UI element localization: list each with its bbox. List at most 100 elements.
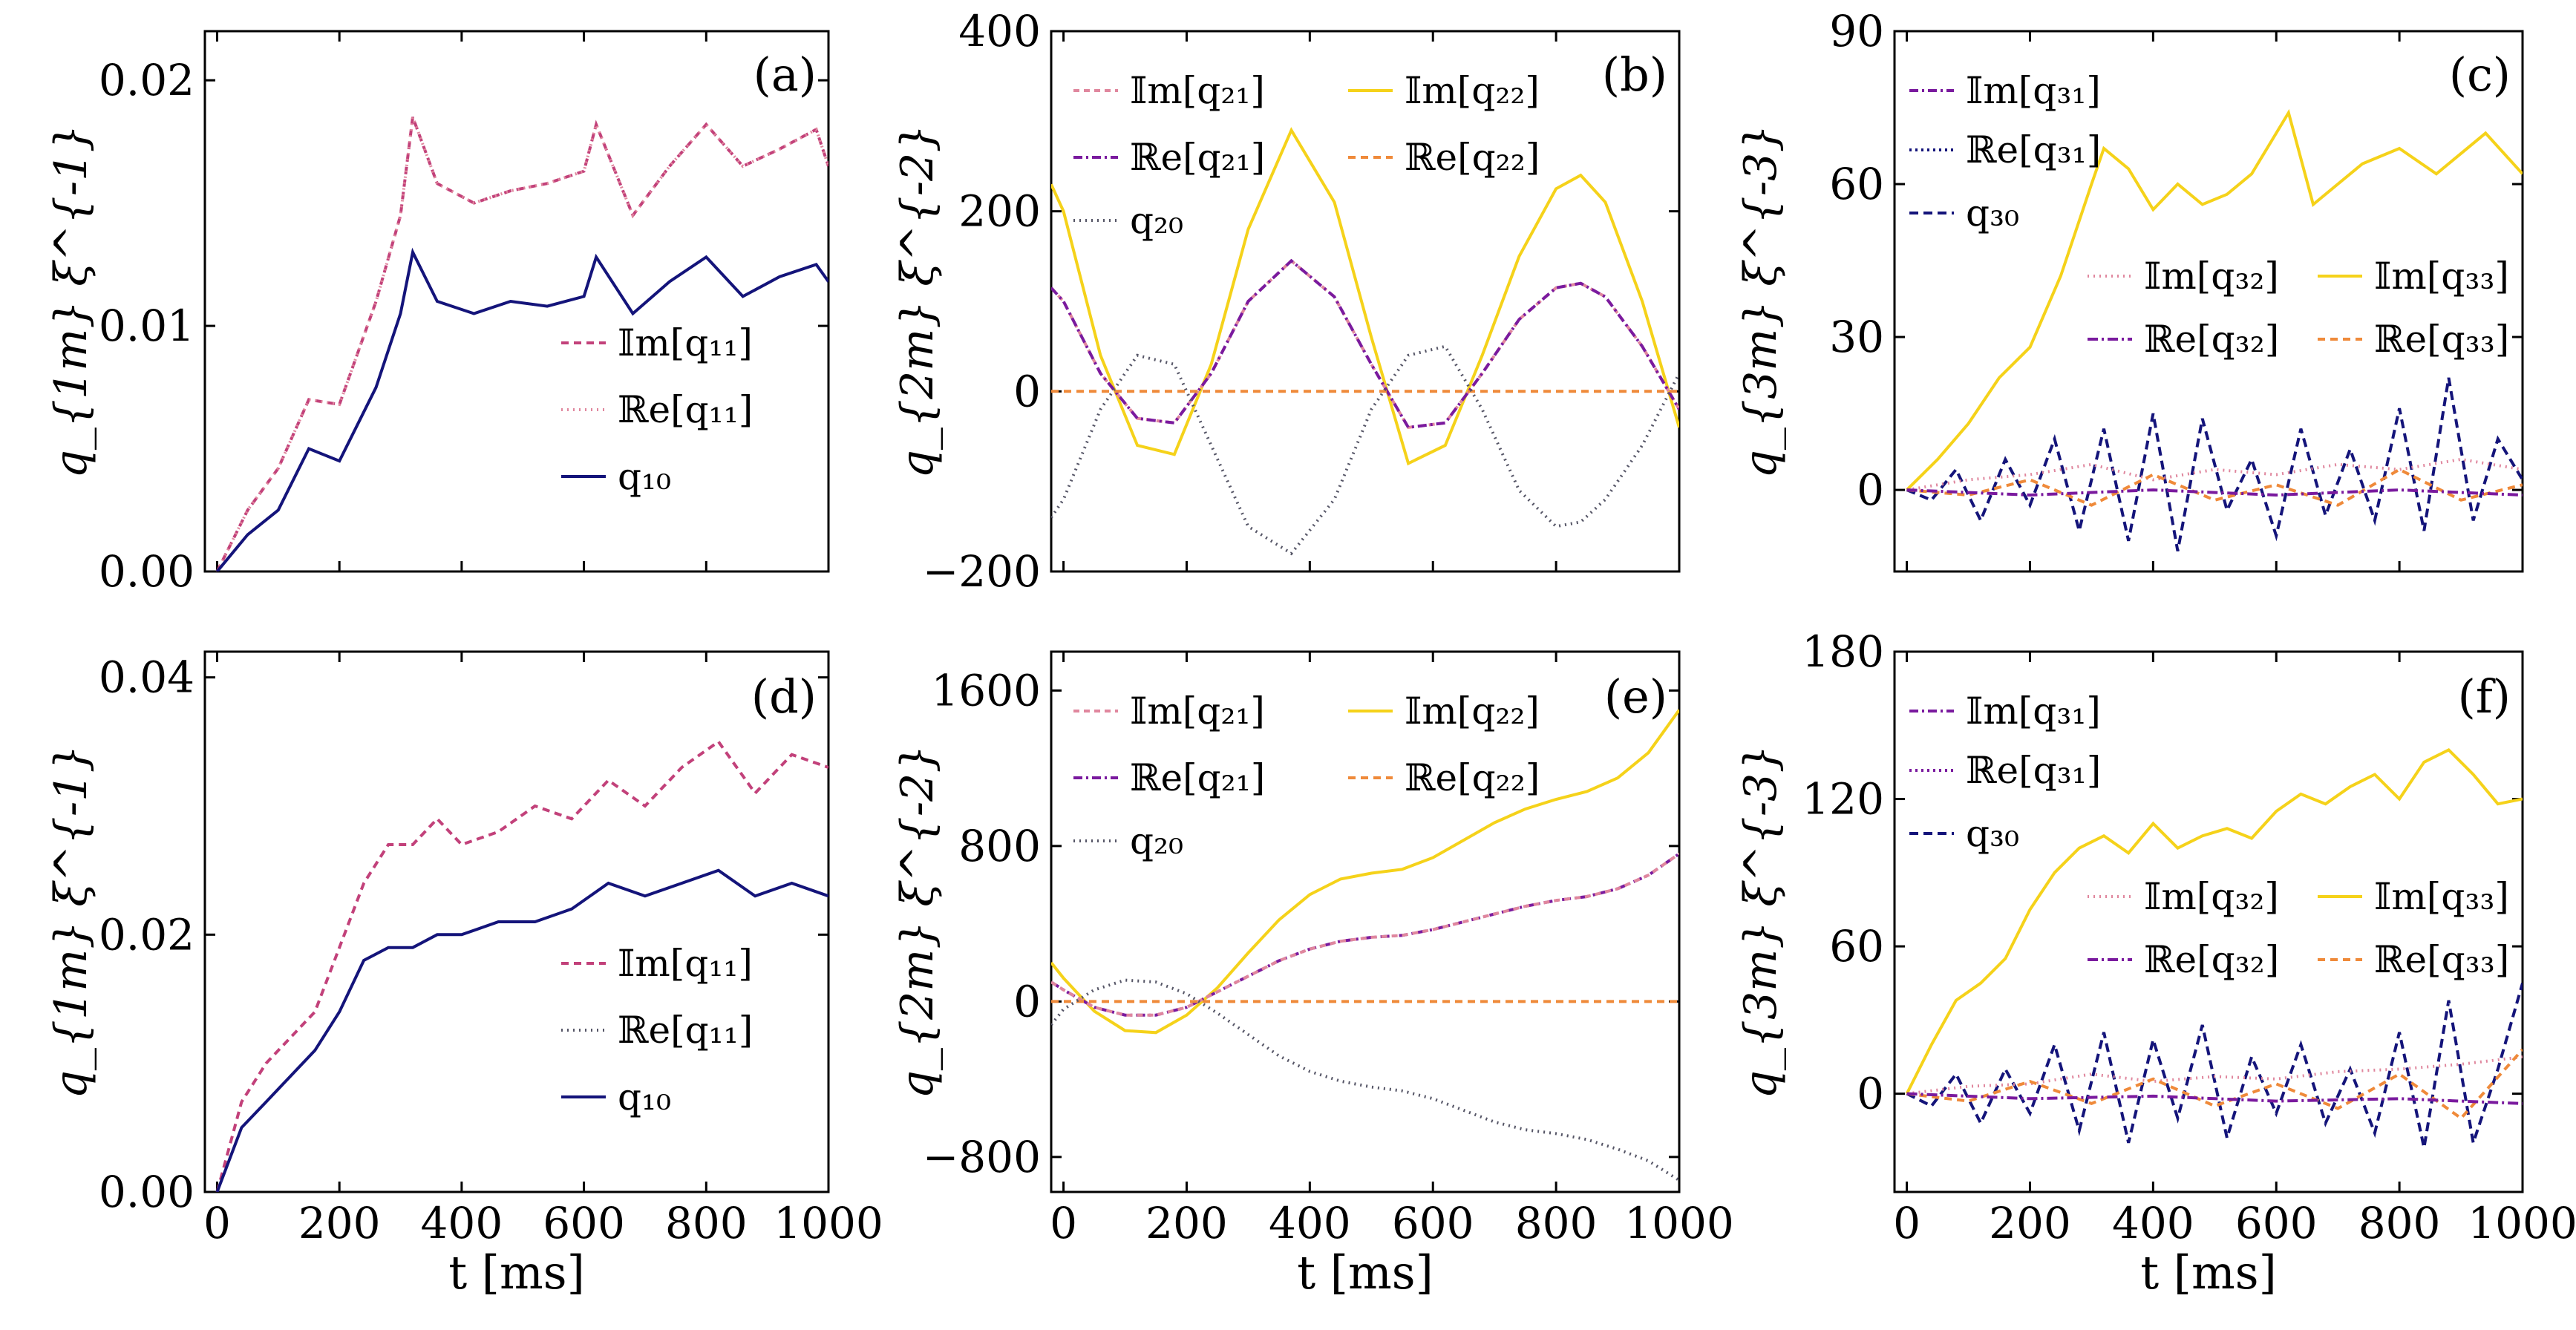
panel-f-legend-label: q₃₀ — [1966, 812, 2019, 855]
panel-b-ytick-label: 0 — [1013, 366, 1041, 416]
panel-e-ytick-label: 800 — [958, 821, 1041, 871]
panel-f-label: (f) — [2458, 669, 2511, 724]
panel-b-legend-label: q₂₀ — [1130, 199, 1183, 242]
panel-e-series-imq22 — [1051, 709, 1679, 1035]
panel-e-ytick-label: 1600 — [931, 665, 1041, 715]
panel-b-legend-label: 𝕀m[q₂₂] — [1405, 69, 1540, 112]
panel-f-xtick-label: 200 — [1989, 1198, 2071, 1248]
panel-d-frame — [203, 650, 830, 1193]
panel-e-xtick-label: 600 — [1392, 1198, 1474, 1248]
panel-d-legend-label: ℝe[q₁₁] — [618, 1009, 753, 1052]
panel-c-legend-label: 𝕀m[q₃₂] — [2144, 255, 2279, 298]
panel-b-label: (b) — [1602, 48, 1667, 102]
panel-d-ytick-label: 0.04 — [99, 652, 194, 703]
panel-e-frame — [1050, 650, 1681, 1193]
panel-e-series-imq21 — [1051, 852, 1679, 1017]
panel-c-legend-label: 𝕀m[q₃₃] — [2374, 255, 2509, 298]
panel-c-ytick-label: 60 — [1829, 159, 1884, 209]
panel-c-plot: 0 30 60 90 q_{3m} ξ^{-3} 𝕀m[q₃₁] ℝe[q₃₁] q₃₀ 𝕀m[… — [1735, 6, 2524, 571]
panel-f-ytick-label: 120 — [1802, 774, 1884, 825]
panel-f-legend-label: ℝe[q₃₁] — [1966, 749, 2101, 792]
panel-f-legend-label: ℝe[q₃₂] — [2144, 938, 2279, 981]
panel-a-frame — [203, 30, 830, 573]
panel-b-ytick-label: 200 — [958, 186, 1041, 237]
panel-d-legend-label: 𝕀m[q₁₁] — [618, 942, 753, 985]
panel-c-ytick-label: 90 — [1829, 6, 1884, 56]
panel-b-series-req21 — [1051, 258, 1679, 430]
panel-a-label: (a) — [753, 48, 817, 102]
panel-d-xtick-label: 800 — [665, 1198, 748, 1248]
panel-f-plot: 0 200 400 600 800 1000 0 60 120 180 q_{3m} ξ^{-3} 𝕀… — [1735, 626, 2576, 1248]
panel-b-legend-label: ℝe[q₂₁] — [1130, 136, 1265, 179]
panel-b-ylabel: q_{2m} ξ^{-2} — [892, 124, 944, 478]
panel-b-legend-label: 𝕀m[q₂₁] — [1130, 69, 1265, 112]
panel-a-series-req11 — [215, 117, 828, 571]
panel-f-ytick-label: 0 — [1857, 1069, 1884, 1119]
panel-e-xtick-label: 800 — [1515, 1198, 1598, 1248]
panel-a-legend-label: q₁₀ — [618, 455, 671, 498]
panel-e-ytick-label: 0 — [1013, 976, 1041, 1026]
panel-d-xtick-label: 200 — [298, 1198, 381, 1248]
panel-f-ylabel: q_{3m} ξ^{-3} — [1735, 744, 1787, 1098]
panel-b-frame — [1050, 30, 1681, 573]
panel-d-xtick-label: 400 — [421, 1198, 503, 1248]
panel-f-series-req32 — [1906, 1092, 2523, 1105]
panel-a-ylabel: q_{1m} ξ^{-1} — [45, 124, 97, 478]
panel-e-label: (e) — [1604, 669, 1667, 724]
panel-d-label: (d) — [751, 669, 817, 724]
panel-a-legend-label: ℝe[q₁₁] — [618, 388, 753, 431]
panel-f-series-q30 — [1906, 983, 2523, 1148]
panel-c-frame — [1893, 30, 2524, 573]
panel-a-plot: 0.00 0.01 0.02q_{1m} ξ^{-1} 𝕀m[q₁₁] ℝe[q₁₁] q… — [45, 31, 830, 597]
panel-b-series-q20 — [1051, 344, 1679, 556]
panel-e-xlabel: t [ms] — [1297, 1245, 1434, 1300]
panel-d: 0 200 400 600 800 1000 0.00 0.02 0.04q_{1m} ξ^{-… — [45, 650, 883, 1300]
panel-e-xtick-label: 200 — [1145, 1198, 1228, 1248]
panel-b: −200 0 200 400 q_{2m} ξ^{-2} 𝕀m[q₂₁] 𝕀m[q₂₂] ℝe… — [892, 6, 1681, 597]
panel-e-series-req21 — [1051, 852, 1679, 1017]
panel-a-legend-label: 𝕀m[q₁₁] — [618, 321, 753, 364]
panel-b-series-imq21 — [1051, 258, 1679, 430]
panel-f-xtick-label: 0 — [1893, 1198, 1920, 1248]
panel-f-legend-label: 𝕀m[q₃₂] — [2144, 875, 2279, 918]
panel-c-legend-label: 𝕀m[q₃₁] — [1966, 69, 2101, 112]
panel-f-series-req33 — [1906, 1048, 2523, 1121]
panel-e-ylabel: q_{2m} ξ^{-2} — [892, 744, 944, 1098]
panel-c-ytick-label: 0 — [1857, 465, 1884, 515]
panel-c-series-imq33 — [1906, 108, 2523, 491]
panel-d-series-q10 — [215, 868, 828, 1192]
panel-c-ytick-label: 30 — [1829, 312, 1884, 362]
panel-d-ylabel: q_{1m} ξ^{-1} — [45, 744, 97, 1098]
panel-a-ytick-label: 0.01 — [99, 301, 194, 351]
panel-c-series-req32 — [1906, 488, 2523, 497]
panel-e-xtick-label: 400 — [1269, 1198, 1351, 1248]
panel-e-ytick-label: −800 — [923, 1132, 1041, 1182]
panel-d-xtick-label: 1000 — [774, 1198, 883, 1248]
panel-c-legend-label: q₃₀ — [1966, 191, 2019, 235]
panel-b-legend-label: ℝe[q₂₂] — [1405, 136, 1540, 179]
panel-b-ytick-label: 400 — [958, 6, 1041, 56]
panel-e-legend-label: ℝe[q₂₁] — [1130, 756, 1265, 799]
panel-c-label: (c) — [2449, 48, 2511, 102]
panel-f: 0 200 400 600 800 1000 0 60 120 180 q_{3m} ξ^{-3} 𝕀… — [1735, 626, 2576, 1300]
panel-c-legend-label: ℝe[q₃₁] — [1966, 128, 2101, 171]
panel-f-series-imq32 — [1906, 1055, 2523, 1095]
panel-f-legend-label: ℝe[q₃₃] — [2374, 938, 2509, 981]
panel-f-legend-label: 𝕀m[q₃₃] — [2374, 875, 2509, 918]
panel-e-legend-label: 𝕀m[q₂₂] — [1405, 689, 1540, 733]
panel-d-xtick-label: 0 — [203, 1198, 231, 1248]
panel-f-xlabel: t [ms] — [2140, 1245, 2277, 1300]
panel-c-series-q30 — [1906, 377, 2523, 551]
panel-f-legend-label: 𝕀m[q₃₁] — [1966, 689, 2101, 733]
panel-c-legend-label: ℝe[q₃₃] — [2374, 318, 2509, 361]
panel-f-xtick-label: 1000 — [2468, 1198, 2576, 1248]
panel-b-plot: −200 0 200 400 q_{2m} ξ^{-2} 𝕀m[q₂₁] 𝕀m[q₂₂] ℝe… — [892, 6, 1681, 597]
panel-d-xtick-label: 600 — [543, 1198, 625, 1248]
panel-e-xtick-label: 0 — [1050, 1198, 1077, 1248]
panel-f-xtick-label: 800 — [2358, 1198, 2441, 1248]
panel-e-xtick-label: 1000 — [1624, 1198, 1734, 1248]
panel-a: 0.00 0.01 0.02q_{1m} ξ^{-1} 𝕀m[q₁₁] ℝe[q₁₁] q… — [45, 30, 830, 597]
panel-c-legend-label: ℝe[q₃₂] — [2144, 318, 2279, 361]
panel-a-ytick-label: 0.00 — [99, 546, 194, 597]
